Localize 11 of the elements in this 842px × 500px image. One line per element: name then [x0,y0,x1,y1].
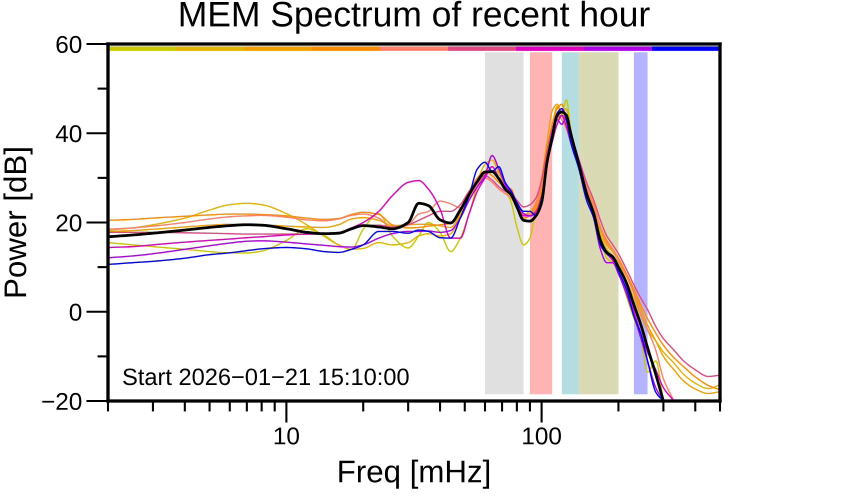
y-tick-label: 40 [56,125,82,142]
y-tick-label: 0 [70,304,82,321]
y-tick-label: 20 [56,214,82,232]
y-tick-label: −20 [42,392,82,410]
y-tick-label: 60 [56,36,82,54]
x-axis-title: Freq [mHz] [339,460,490,489]
x-tick-label: 10 [274,427,299,445]
annotation: Start 2026−01−21 15:10:00 [123,368,409,386]
x-tick-label: 100 [523,427,561,445]
chart-title: MEM Spectrum of recent hour [180,0,650,34]
y-axis-title: Power [dB] [3,148,33,296]
